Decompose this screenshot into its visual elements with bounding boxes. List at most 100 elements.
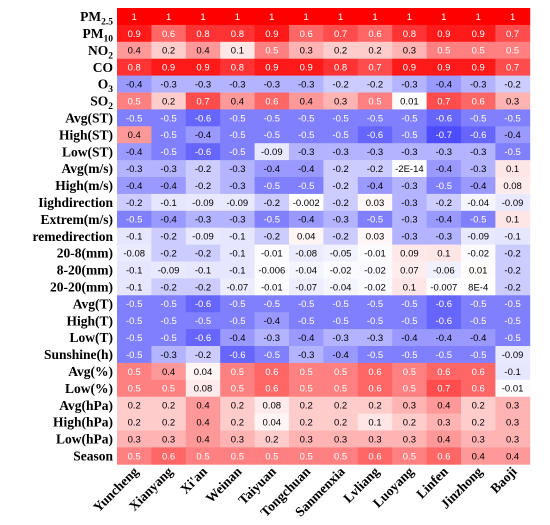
cell-value-label: -0.4 (126, 79, 142, 90)
row-label: Avg(%) (68, 364, 113, 379)
heatmap-cell (220, 312, 255, 330)
heatmap-cell (495, 75, 531, 93)
heatmap-cell (426, 227, 462, 245)
cell-value-label: 1 (304, 12, 309, 23)
cell-value-label: -0.3 (367, 333, 383, 344)
heatmap-cell (117, 210, 152, 229)
cell-value-label: 0.8 (231, 63, 244, 74)
heatmap-cell (392, 329, 427, 347)
heatmap-cell (495, 430, 531, 448)
cell-value-label: 0.3 (403, 46, 416, 57)
cell-value-label: 0.6 (437, 451, 450, 462)
cell-value-label: -0.5 (160, 130, 176, 141)
heatmap-cell (357, 160, 393, 178)
cell-value-label: 0.5 (128, 451, 141, 462)
heatmap-cell (392, 126, 427, 144)
heatmap-cell (461, 109, 496, 127)
heatmap-cell (220, 278, 255, 296)
cell-value-label: 0.5 (162, 384, 175, 395)
cell-value-label: 0.8 (196, 29, 209, 40)
heatmap-cell (461, 126, 496, 144)
cell-value-label: 8E-4 (468, 282, 488, 293)
heatmap-cell (117, 227, 152, 245)
cell-value-label: 0.4 (506, 451, 519, 462)
heatmap-cell (495, 177, 531, 195)
cell-value-label: -0.4 (298, 333, 314, 344)
cell-value-label: 0.9 (437, 29, 450, 40)
heatmap-cell (185, 244, 221, 262)
cell-value-label: 0.3 (128, 434, 141, 445)
cell-value-label: 0.6 (265, 384, 278, 395)
heatmap-cell (426, 160, 462, 178)
cell-value-label: 0.3 (506, 434, 519, 445)
heatmap-cell (220, 41, 255, 60)
cell-value-label: -0.2 (332, 232, 348, 243)
heatmap-cell (151, 143, 187, 161)
heatmap-cell (289, 278, 324, 296)
cell-value-label: -0.5 (298, 181, 314, 192)
cell-value-label: -0.5 (298, 113, 314, 124)
heatmap-cell (151, 8, 187, 26)
cell-value-label: -0.5 (401, 316, 417, 327)
heatmap-cell (495, 58, 531, 76)
cell-value-label: -0.3 (436, 232, 452, 243)
heatmap-cell (323, 413, 359, 431)
heatmap-cell (289, 227, 324, 245)
cell-value-label: 0.3 (403, 434, 416, 445)
row-label: PM10 (83, 26, 114, 45)
cell-value-label: -0.5 (160, 299, 176, 310)
heatmap-cell (254, 430, 290, 448)
cell-value-label: -0.002 (293, 198, 320, 209)
heatmap-cell (220, 160, 255, 178)
cell-value-label: 0.3 (437, 417, 450, 428)
heatmap-cell (254, 312, 290, 330)
cell-value-label: -0.4 (229, 333, 245, 344)
heatmap-cell (185, 430, 221, 448)
heatmap-cell (426, 8, 462, 26)
heatmap-cell (151, 312, 187, 330)
cell-value-label: -0.5 (126, 215, 142, 226)
row-label: Season (73, 448, 113, 463)
heatmap-cell (392, 362, 427, 381)
heatmap-cell (392, 227, 427, 245)
cell-value-label: -0.5 (264, 130, 280, 141)
heatmap-cell (392, 413, 427, 431)
cell-value-label: 0.2 (162, 46, 175, 57)
heatmap-cell (254, 379, 290, 398)
cell-value-label: -0.1 (229, 265, 245, 276)
heatmap-cell (392, 41, 427, 60)
cell-value-label: -0.5 (401, 113, 417, 124)
cell-value-label: 0.1 (368, 417, 381, 428)
heatmap-cell (289, 346, 324, 364)
cell-value-label: -0.2 (195, 282, 211, 293)
heatmap-cell (117, 143, 152, 161)
heatmap-cell (220, 379, 255, 398)
cell-value-label: -2E-14 (395, 164, 424, 175)
heatmap-cell (185, 58, 221, 76)
cell-value-label: -0.4 (470, 181, 486, 192)
cell-value-label: -0.3 (332, 333, 348, 344)
cell-value-label: -0.5 (264, 299, 280, 310)
heatmap-cell (461, 362, 496, 381)
cell-value-label: 0.03 (366, 198, 385, 209)
heatmap-cell (220, 58, 255, 76)
cell-value-label: -0.2 (504, 265, 520, 276)
heatmap-cell (185, 295, 221, 313)
heatmap-cell (151, 329, 187, 347)
cell-value-label: -0.5 (332, 130, 348, 141)
cell-value-label: -0.2 (504, 248, 520, 259)
cell-value-label: 0.8 (128, 63, 141, 74)
heatmap-cell (461, 41, 496, 60)
heatmap-cell (220, 227, 255, 245)
cell-value-label: -0.6 (195, 333, 211, 344)
heatmap-cell (426, 109, 462, 127)
heatmap-cell (392, 244, 427, 262)
heatmap-cell (426, 177, 462, 195)
cell-value-label: 0.9 (196, 63, 209, 74)
heatmap-cell (426, 126, 462, 144)
cell-value-label: -0.2 (332, 79, 348, 90)
cell-value-label: -0.2 (195, 248, 211, 259)
heatmap-cell (289, 109, 324, 127)
heatmap-cell (117, 396, 152, 414)
cell-value-label: 0.6 (472, 384, 485, 395)
